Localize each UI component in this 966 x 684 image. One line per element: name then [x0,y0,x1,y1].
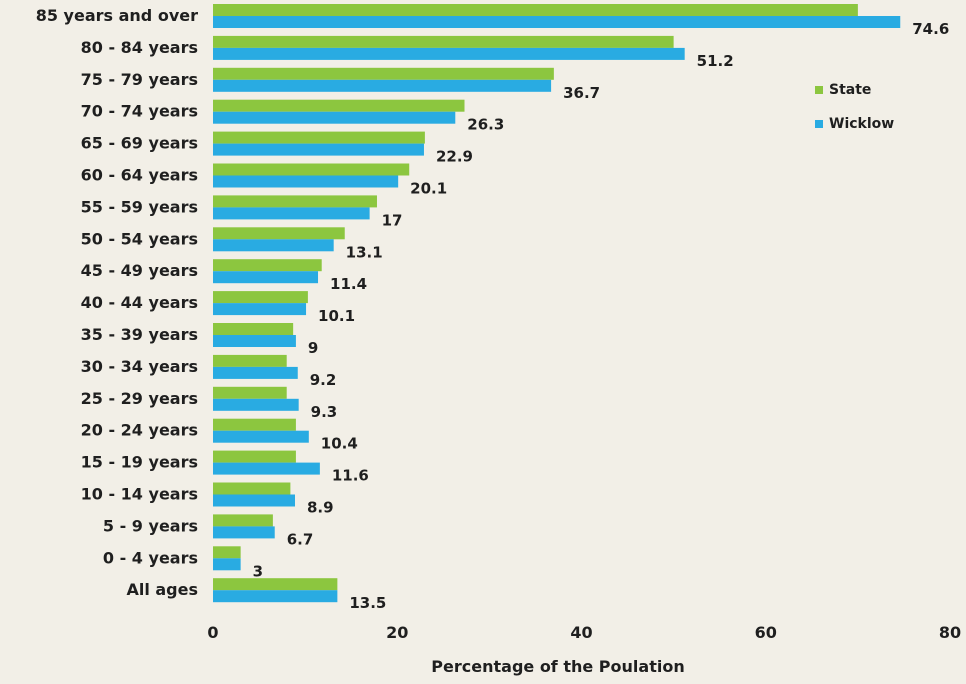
data-label-45-49-years: 11.4 [330,275,367,293]
category-labels: 85 years and over 80 - 84 years 75 - 79 ye… [36,6,198,599]
bar-wicklow-10-14-years [213,494,295,507]
bar-state-40-44-years [213,291,308,304]
category-label-45-49-years: 45 - 49 years [81,261,198,280]
category-label-70-74-years: 70 - 74 years [81,102,198,121]
bar-wicklow-85-years-and-over [213,16,901,28]
category-label-20-24-years: 20 - 24 years [81,421,198,440]
bar-wicklow-50-54-years [213,239,334,252]
x-tick-label-0: 0 [207,623,218,642]
bar-wicklow-75-79-years [213,79,552,92]
bar-wicklow-55-59-years [213,207,370,220]
data-label-30-34-years: 9.2 [310,371,337,389]
category-label-40-44-years: 40 - 44 years [81,293,198,312]
category-label-65-69-years: 65 - 69 years [81,134,198,153]
data-label-80-84-years: 51.2 [697,52,734,70]
legend: State Wicklow [815,82,894,132]
data-label-0-4-years: 3 [253,562,263,580]
data-label-20-24-years: 10.4 [321,435,358,453]
bar-state-35-39-years [213,323,294,335]
data-label-60-64-years: 20.1 [410,180,447,198]
category-label-5-9-years: 5 - 9 years [103,516,198,535]
category-label-0-4-years: 0 - 4 years [103,548,198,567]
bar-state-5-9-years [213,514,273,527]
category-label-25-29-years: 25 - 29 years [81,389,198,408]
x-tick-label-80: 80 [939,623,961,642]
bar-state-65-69-years [213,131,425,144]
bars-group [213,4,901,603]
category-label-75-79-years: 75 - 79 years [81,70,198,89]
category-label-80-84-years: 80 - 84 years [81,38,198,57]
data-label-75-79-years: 36.7 [563,84,600,102]
legend-label-state: State [829,82,871,98]
category-label-all-ages: All ages [126,580,198,599]
category-label-60-64-years: 60 - 64 years [81,166,198,185]
data-label-35-39-years: 9 [308,339,318,357]
bar-state-85-years-and-over [213,4,858,16]
category-label-30-34-years: 30 - 34 years [81,357,198,376]
data-label-10-14-years: 8.9 [307,499,334,517]
data-label-15-19-years: 11.6 [332,467,369,485]
bar-wicklow-65-69-years [213,143,424,156]
legend-swatch-state [815,86,823,94]
category-label-50-54-years: 50 - 54 years [81,229,198,248]
category-label-55-59-years: 55 - 59 years [81,197,198,216]
x-axis-title: Percentage of the Poulation [431,657,684,676]
category-label-35-39-years: 35 - 39 years [81,325,198,344]
data-label-70-74-years: 26.3 [467,116,504,134]
data-label-all-ages: 13.5 [349,594,386,612]
bar-state-60-64-years [213,163,410,176]
bar-wicklow-30-34-years [213,366,298,379]
data-label-65-69-years: 22.9 [436,148,473,166]
bar-state-70-74-years [213,99,465,112]
data-label-40-44-years: 10.1 [318,307,355,325]
bar-state-20-24-years [213,418,296,431]
category-label-15-19-years: 15 - 19 years [81,453,198,472]
bar-state-55-59-years [213,195,377,208]
legend-swatch-wicklow [815,120,823,128]
bar-wicklow-35-39-years [213,335,296,347]
bar-state-75-79-years [213,67,554,80]
data-label-55-59-years: 17 [382,211,403,229]
bar-wicklow-15-19-years [213,462,320,475]
bar-wicklow-5-9-years [213,526,275,539]
bar-state-30-34-years [213,354,287,367]
bar-state-45-49-years [213,259,322,272]
bar-wicklow-60-64-years [213,175,399,188]
bar-wicklow-25-29-years [213,398,299,411]
x-tick-label-20: 20 [386,623,408,642]
x-axis-ticks: 0 20 40 60 80 [207,623,961,642]
data-label-25-29-years: 9.3 [311,403,338,421]
category-label-85-years-and-over: 85 years and over [36,6,198,25]
bar-state-15-19-years [213,450,296,463]
bar-wicklow-20-24-years [213,430,309,443]
bar-state-50-54-years [213,227,345,240]
x-tick-label-60: 60 [755,623,777,642]
bar-state-all-ages [213,578,338,591]
bar-state-0-4-years [213,546,241,559]
x-tick-label-40: 40 [570,623,592,642]
bar-wicklow-45-49-years [213,271,319,284]
bar-wicklow-40-44-years [213,303,307,316]
bar-state-80-84-years [213,35,674,48]
bar-wicklow-70-74-years [213,111,456,124]
data-label-50-54-years: 13.1 [346,243,383,261]
data-label-5-9-years: 6.7 [287,530,314,548]
legend-label-wicklow: Wicklow [829,116,894,132]
bar-wicklow-all-ages [213,590,338,603]
bar-state-25-29-years [213,386,287,399]
value-labels: 74.651.236.726.322.920.11713.111.410.199… [253,20,950,612]
bar-wicklow-0-4-years [213,558,241,571]
bar-state-10-14-years [213,482,291,495]
data-label-85-years-and-over: 74.6 [912,20,949,38]
bar-wicklow-80-84-years [213,47,685,60]
category-label-10-14-years: 10 - 14 years [81,485,198,504]
